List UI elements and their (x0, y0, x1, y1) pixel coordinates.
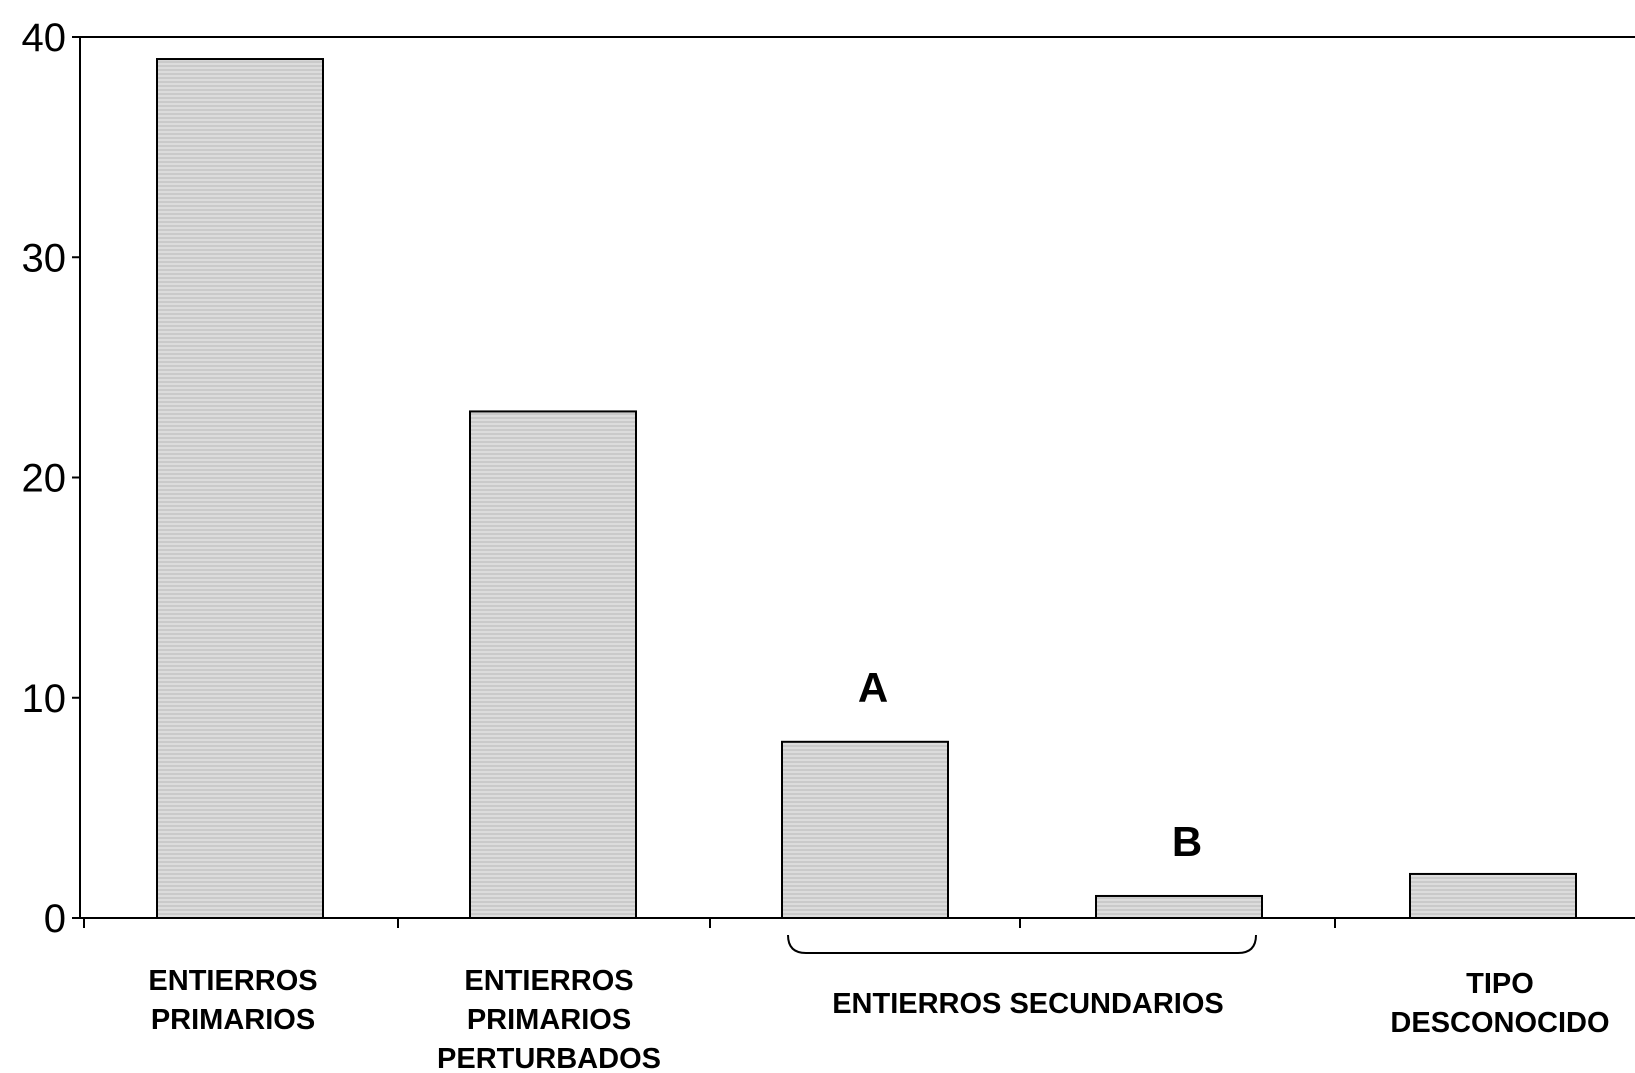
bar (781, 740, 949, 919)
axes (72, 36, 1635, 954)
y-tick-label: 30 (22, 236, 67, 280)
category-label: TIPO (1466, 968, 1534, 1000)
category-label: PRIMARIOS (151, 1004, 315, 1036)
labels: 0 10 20 30 40 A B ENTIERROS PRIMARIOS ENTIERROS PR… (22, 16, 1610, 1073)
y-tick-label: 0 (44, 897, 66, 941)
bar (1095, 894, 1263, 919)
bar (156, 58, 324, 919)
category-label: DESCONOCIDO (1390, 1007, 1609, 1039)
group-label: ENTIERROS SECUNDARIOS (832, 988, 1224, 1020)
category-label: ENTIERROS (464, 965, 633, 997)
y-tick-label: 10 (22, 677, 67, 721)
category-label: PRIMARIOS (467, 1004, 631, 1036)
y-tick-label: 40 (22, 16, 67, 60)
bar (469, 410, 637, 919)
bar-annotation: B (1172, 818, 1202, 865)
bar (1409, 872, 1577, 920)
category-label: ENTIERROS (148, 965, 317, 997)
bar-annotation: A (858, 664, 888, 711)
category-label: PERTURBADOS (437, 1043, 661, 1073)
y-tick-label: 20 (22, 457, 67, 501)
group-brace (787, 934, 1257, 954)
bars (156, 58, 1577, 920)
